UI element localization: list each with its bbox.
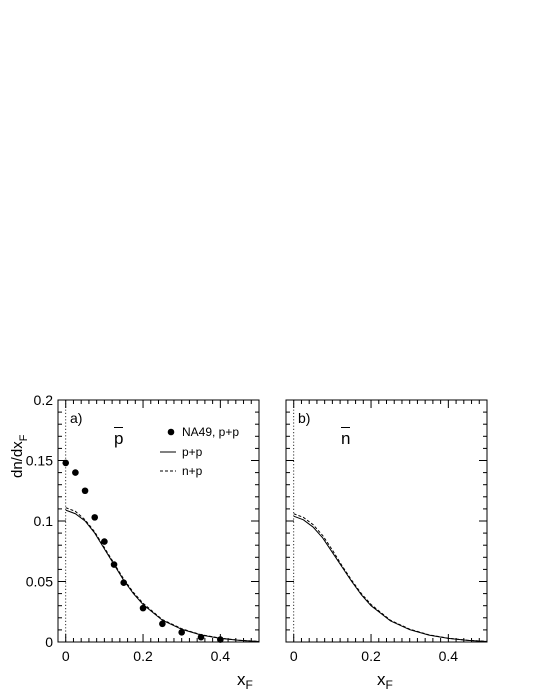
panel-a-tick-labels: 0 0.2 0.4 0 0.05 0.1 0.15 0.2 [26,392,231,664]
y-tick-label: 0.05 [26,574,53,590]
panel-b-frame [285,399,488,643]
y-tick-label: 0.1 [34,513,54,529]
panel-b-particle-label: n [341,429,350,448]
data-point [139,604,147,612]
panel-a-label: a) [70,410,82,426]
data-point [120,579,128,587]
series-line-dashed [65,507,260,642]
panel-b-x-axis-title: xF [377,670,393,691]
legend-label-na49: NA49, p+p [182,425,239,439]
data-point [197,633,205,641]
x-tick-label: 0.2 [133,648,153,664]
panel-a-particle-label: p [114,429,123,448]
panel-a-points [62,459,224,643]
panel-a-ticks [58,399,260,643]
x-tick-label: 0 [62,648,70,664]
data-point [110,561,118,568]
legend-label-pp: p+p [182,445,203,459]
series-line-dashed [293,513,488,642]
panel-a-x-axis-title: xF [237,670,253,691]
legend: NA49, p+p p+p n+p [160,425,239,478]
legend-marker-na49 [167,428,175,436]
x-tick-label: 0 [290,648,298,664]
y-axis-title: dn/dxF [9,434,30,478]
data-point [178,629,185,636]
y-tick-label: 0.15 [26,453,53,469]
y-tick-label: 0.2 [34,392,54,408]
data-point [72,469,79,476]
panel-b: 0 0.2 0.4 b) n xF [285,399,488,691]
data-point [217,636,224,643]
data-point [62,459,70,467]
panel-a-curves [65,507,260,643]
panel-b-curves [293,513,488,643]
panel-b-ticks [286,399,488,643]
panel-b-tick-labels: 0 0.2 0.4 [290,648,458,664]
x-tick-label: 0.2 [361,648,381,664]
x-tick-label: 0.4 [211,648,231,664]
data-point [81,487,89,495]
panel-a: 0 0.2 0.4 0 0.05 0.1 0.15 0.2 a) p NA49, p+p p+… [9,392,260,691]
y-tick-label: 0 [45,634,53,650]
panel-b-label: b) [298,410,310,426]
data-point [159,620,166,628]
data-point [101,538,108,545]
data-point [91,514,99,521]
legend-label-np: n+p [182,464,203,478]
x-tick-label: 0.4 [439,648,459,664]
